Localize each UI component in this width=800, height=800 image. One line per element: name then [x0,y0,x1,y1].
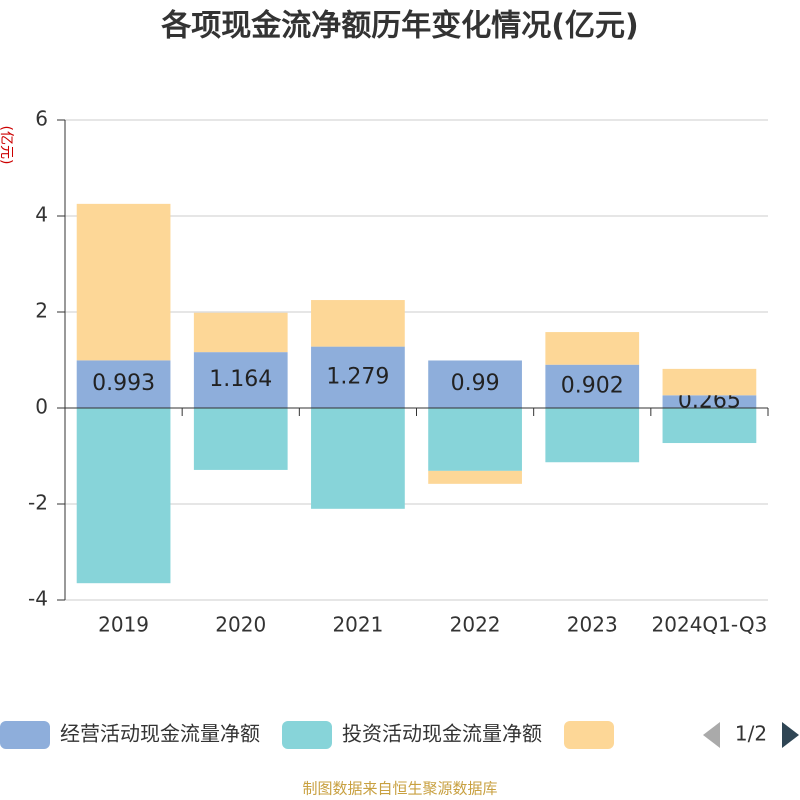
y-tick-label: 6 [35,107,48,131]
bar [662,408,757,444]
bar [428,408,522,471]
bar [193,312,288,353]
data-label: 0.902 [561,373,624,398]
x-tick-label: 2022 [450,613,501,637]
legend-page: 1/2 [735,722,767,746]
x-tick-label: 2020 [215,613,266,637]
x-tick-label: 2023 [567,613,618,637]
y-tick-label: -4 [28,587,48,611]
bar [193,352,288,408]
bar [193,408,288,470]
data-label: 1.279 [326,364,389,389]
legend-prev [703,722,720,748]
chart-title: 各项现金流净额历年变化情况(亿元) [160,9,638,44]
source: 制图数据来自恒生聚源数据库 [302,780,497,798]
x-tick-label: 2021 [332,613,383,637]
bar [311,346,405,408]
y-tick-label: 2 [35,299,48,323]
bar [545,364,640,408]
legend-swatch [0,721,50,749]
bar [545,408,640,463]
bar [76,203,171,361]
bar [311,300,405,347]
bar [76,408,171,584]
bar [428,470,522,484]
bar [76,360,171,408]
x-tick-label: 2024Q1-Q3 [652,613,768,637]
bar [662,368,757,396]
legend-next[interactable] [782,722,799,748]
y-tick-label: 0 [35,395,48,419]
legend-label: 经营活动现金流量净额 [60,722,260,746]
y-tick-label: 4 [35,203,48,227]
legend-label: 投资活动现金流量净额 [342,722,542,746]
bar [428,360,522,408]
x-tick-label: 2019 [98,613,149,637]
legend-swatch [564,721,614,749]
y-axis-label: (亿元) [0,126,14,165]
legend-swatch [282,721,332,749]
data-label: 0.99 [451,371,500,396]
bar [545,332,640,365]
data-label: 1.164 [209,367,272,392]
bar [662,395,757,408]
data-label: 0.993 [92,371,155,396]
y-tick-label: -2 [28,491,48,515]
bar [311,408,405,509]
